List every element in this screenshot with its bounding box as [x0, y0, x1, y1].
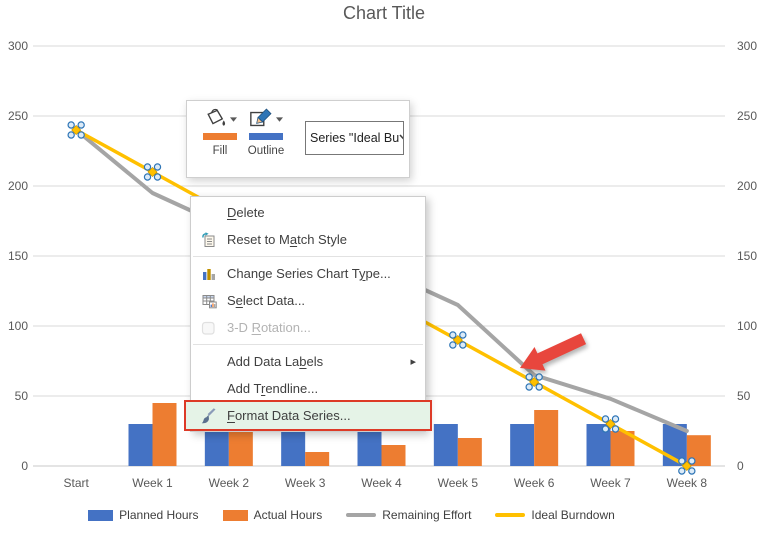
svg-text:Week 5: Week 5: [438, 476, 479, 490]
svg-text:100: 100: [737, 319, 757, 333]
svg-text:150: 150: [737, 249, 757, 263]
context-menu: Delete Reset to Match Style Change Series …: [184, 196, 432, 432]
reset-style-icon: [191, 231, 227, 248]
legend-swatch: [346, 513, 377, 517]
outline-button[interactable]: Outline: [243, 106, 289, 157]
svg-text:Week 1: Week 1: [132, 476, 173, 490]
legend-item-ideal-burndown[interactable]: Ideal Burndown: [495, 508, 615, 522]
menu-separator: [193, 344, 423, 345]
svg-text:0: 0: [737, 459, 744, 473]
paint-bucket-icon: [207, 108, 226, 126]
svg-text:200: 200: [8, 179, 28, 193]
menu-item-reset-to-match-style[interactable]: Reset to Match Style: [191, 226, 425, 253]
chart-legend[interactable]: Planned Hours Actual Hours Remaining Effor…: [0, 508, 768, 522]
menu-item-add-trendline[interactable]: Add Trendline...: [191, 375, 425, 402]
menu-item-change-series-chart-type[interactable]: Change Series Chart Type...: [191, 260, 425, 287]
series-selector-value: Series "Ideal Bu: [310, 131, 400, 145]
series-selector-combobox[interactable]: Series "Ideal Bu: [305, 121, 404, 155]
fill-color-swatch: [203, 133, 237, 140]
menu-item-3d-rotation: 3-D Rotation...: [191, 314, 425, 341]
svg-text:50: 50: [737, 389, 751, 403]
mini-toolbar: Fill Outline Series "Ideal Bu: [186, 100, 410, 178]
y-axis-right-labels[interactable]: 0 50 100 150 200 250 300: [737, 39, 757, 473]
svg-text:Week 7: Week 7: [590, 476, 631, 490]
svg-text:250: 250: [737, 109, 757, 123]
outline-color-swatch: [249, 133, 283, 140]
svg-text:100: 100: [8, 319, 28, 333]
svg-text:50: 50: [15, 389, 29, 403]
menu-item-label: Change Series Chart Type...: [227, 266, 391, 281]
menu-item-label: Reset to Match Style: [227, 232, 347, 247]
chevron-down-icon: [399, 133, 403, 139]
x-axis-labels[interactable]: Start Week 1 Week 2 Week 3 Week 4 Week 5 Week …: [63, 476, 707, 490]
menu-item-delete[interactable]: Delete: [191, 199, 425, 226]
chart-type-icon: [191, 266, 227, 282]
legend-swatch: [495, 513, 526, 517]
menu-separator: [193, 256, 423, 257]
legend-label: Planned Hours: [119, 508, 199, 522]
legend-item-planned-hours[interactable]: Planned Hours: [88, 508, 199, 522]
legend-label: Remaining Effort: [382, 508, 472, 522]
svg-text:200: 200: [737, 179, 757, 193]
svg-text:0: 0: [21, 459, 28, 473]
menu-item-add-data-labels[interactable]: Add Data Labels ▸: [191, 348, 425, 375]
svg-text:Week 8: Week 8: [667, 476, 708, 490]
outline-label: Outline: [247, 145, 285, 157]
menu-item-label: Delete: [227, 205, 265, 220]
menu-item-label: 3-D Rotation...: [227, 320, 311, 335]
dropdown-caret-icon[interactable]: [230, 116, 237, 122]
svg-text:Week 3: Week 3: [285, 476, 326, 490]
fill-label: Fill: [212, 145, 228, 157]
menu-item-label: Select Data...: [227, 293, 306, 308]
select-data-icon: [191, 293, 227, 309]
legend-swatch: [222, 509, 248, 521]
cube-icon: [191, 320, 227, 336]
legend-label: Actual Hours: [253, 508, 323, 522]
svg-text:300: 300: [8, 39, 28, 53]
menu-item-format-data-series[interactable]: Format Data Series...: [184, 400, 432, 431]
svg-text:Week 2: Week 2: [209, 476, 250, 490]
menu-item-label: Add Trendline...: [227, 381, 319, 396]
svg-text:150: 150: [8, 249, 28, 263]
submenu-arrow-icon: ▸: [410, 356, 416, 368]
pencil-outline-icon: [250, 108, 272, 127]
chart-title[interactable]: Chart Title: [342, 3, 426, 23]
menu-item-label: Add Data Labels: [227, 354, 324, 369]
legend-label: Ideal Burndown: [531, 508, 615, 522]
format-painter-icon: [191, 407, 227, 424]
y-axis-left-labels[interactable]: 0 50 100 150 200 250 300: [8, 39, 28, 473]
dropdown-caret-icon[interactable]: [276, 116, 283, 122]
svg-text:300: 300: [737, 39, 757, 53]
legend-item-actual-hours[interactable]: Actual Hours: [222, 508, 323, 522]
legend-item-remaining-effort[interactable]: Remaining Effort: [346, 508, 471, 522]
legend-swatch: [88, 509, 114, 521]
fill-button[interactable]: Fill: [197, 106, 243, 157]
svg-text:Week 4: Week 4: [361, 476, 402, 490]
menu-item-label: Format Data Series...: [227, 408, 351, 423]
svg-text:Week 6: Week 6: [514, 476, 555, 490]
svg-text:Start: Start: [63, 476, 89, 490]
menu-item-select-data[interactable]: Select Data...: [191, 287, 425, 314]
svg-text:250: 250: [8, 109, 28, 123]
